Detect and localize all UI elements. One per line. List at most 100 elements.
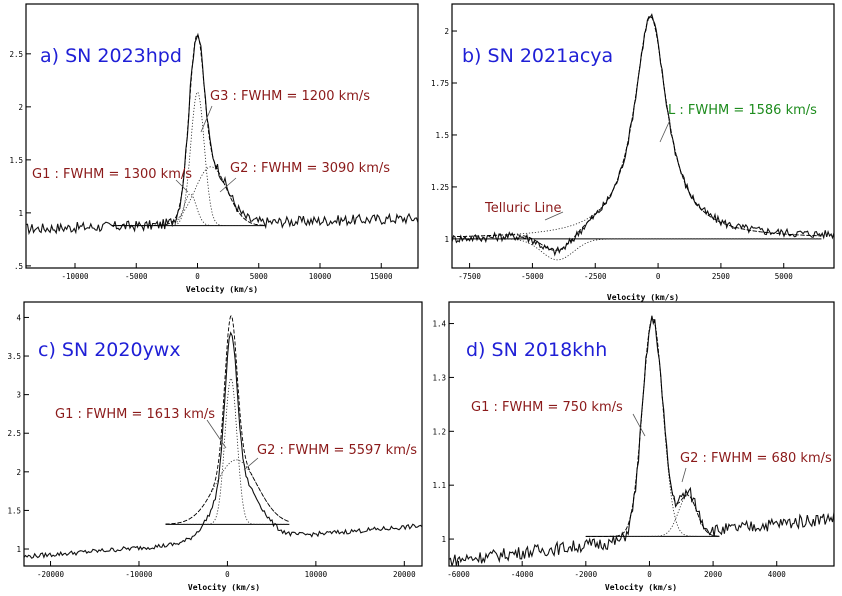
panel-a-curves xyxy=(25,32,419,236)
panel-c-g2-label: G2 : FWHM = 5597 km/s xyxy=(257,443,417,458)
xtick-label: -20000 xyxy=(37,570,65,579)
panel-a-leaders xyxy=(175,105,237,193)
ytick-label: 3 xyxy=(16,391,21,400)
ytick-label: .5 xyxy=(14,262,23,271)
ytick-label: 1.75 xyxy=(431,79,449,88)
panel-b-yticks: 1 1.25 1.5 1.75 2 xyxy=(431,27,457,244)
ytick-label: 1 xyxy=(16,545,21,554)
xtick-label: 0 xyxy=(647,570,652,579)
ytick-label: 2.5 xyxy=(7,429,21,438)
fit-component-g3 xyxy=(111,193,265,226)
xtick-label: 0 xyxy=(225,570,230,579)
panel-c-frame xyxy=(23,301,423,567)
panel-a-xticks: -10000 -5000 0 5000 10000 15000 xyxy=(61,263,393,281)
xtick-label: 5000 xyxy=(775,272,794,281)
panel-c: 1 1.5 2 2.5 3 3.5 4 -20000 -10000 0 10000 20000 c)… xyxy=(7,301,423,592)
panel-d-leaders xyxy=(632,413,687,483)
annotation-leader xyxy=(200,105,213,133)
xtick-label: 15000 xyxy=(370,272,393,281)
xtick-label: 0 xyxy=(195,272,200,281)
ytick-label: 1.1 xyxy=(432,481,446,490)
panel-a: .5 1 1.5 2 2.5 -10000 -5000 0 5000 10000 15000 a)… xyxy=(9,3,419,294)
panel-d: 1 1.1 1.2 1.3 1.4 -6000 -4000 -2000 0 2000 4000 d… xyxy=(432,301,835,592)
ytick-label: 1.4 xyxy=(432,320,446,329)
fit-component-g2 xyxy=(165,459,290,525)
panel-c-leaders xyxy=(206,419,259,471)
xtick-label: -10000 xyxy=(61,272,89,281)
panel-b-title: b) SN 2021acya xyxy=(462,45,613,67)
annotation-leader xyxy=(243,457,259,471)
ytick-label: 3.5 xyxy=(7,352,21,361)
xtick-label: -5000 xyxy=(125,272,148,281)
panel-a-g3-label: G3 : FWHM = 1200 km/s xyxy=(210,89,370,104)
ytick-label: 2 xyxy=(18,103,23,112)
fit-component-g1 xyxy=(111,91,265,226)
panel-a-g2-label: G2 : FWHM = 3090 km/s xyxy=(230,161,390,176)
ytick-label: 2.5 xyxy=(9,50,23,59)
ytick-label: 1.5 xyxy=(9,156,23,165)
ytick-label: 1 xyxy=(441,535,446,544)
panel-b-frame xyxy=(451,3,835,269)
panel-b-xticks: -7500 -5000 -2500 0 2500 5000 xyxy=(458,263,793,281)
panel-b-curves xyxy=(451,13,835,261)
annotation-leader xyxy=(219,177,237,193)
annotation-leader xyxy=(544,211,564,221)
xtick-label: -2500 xyxy=(584,272,607,281)
panel-d-xlabel: Velocity (km/s) xyxy=(605,582,677,592)
ytick-label: 1.5 xyxy=(435,131,449,140)
fit-component-g1 xyxy=(165,378,290,525)
xtick-label: 10000 xyxy=(305,570,328,579)
panel-a-g1-label: G1 : FWHM = 1300 km/s xyxy=(32,167,192,182)
panel-c-yticks: 1 1.5 2 2.5 3 3.5 4 xyxy=(7,313,29,554)
annotation-leader xyxy=(632,413,646,437)
xtick-label: -10000 xyxy=(125,570,153,579)
ytick-label: 1.25 xyxy=(431,183,449,192)
ytick-label: 1.5 xyxy=(7,506,21,515)
annotation-leader xyxy=(206,419,227,449)
panel-d-frame xyxy=(448,301,835,567)
panel-d-g1-label: G1 : FWHM = 750 km/s xyxy=(471,400,623,415)
panel-b-leaders xyxy=(544,119,671,221)
ytick-label: 2 xyxy=(444,27,449,36)
panel-d-yticks: 1 1.1 1.2 1.3 1.4 xyxy=(432,320,454,544)
total-fit xyxy=(456,16,822,251)
observed-spectrum xyxy=(23,331,423,559)
xtick-label: 0 xyxy=(656,272,661,281)
panel-a-title: a) SN 2023hpd xyxy=(40,45,182,67)
panel-b-telluric-label: Telluric Line xyxy=(484,201,562,216)
total-fit xyxy=(111,34,265,227)
xtick-label: 4000 xyxy=(768,570,787,579)
xtick-label: 20000 xyxy=(393,570,416,579)
ytick-label: 1 xyxy=(444,235,449,244)
panel-b-xlabel: Velocity (km/s) xyxy=(607,292,679,302)
fit-component-g2 xyxy=(585,495,720,537)
xtick-label: -4000 xyxy=(511,570,534,579)
annotation-leader xyxy=(175,179,189,193)
xtick-label: 10000 xyxy=(309,272,332,281)
observed-spectrum xyxy=(25,32,419,236)
panel-c-title: c) SN 2020ywx xyxy=(38,339,181,361)
panel-c-g1-label: G1 : FWHM = 1613 km/s xyxy=(55,407,215,422)
panel-d-xticks: -6000 -4000 -2000 0 2000 4000 xyxy=(447,561,786,579)
panel-b: 1 1.25 1.5 1.75 2 -7500 -5000 -2500 0 2500 5000 b… xyxy=(431,3,835,302)
xtick-label: 2500 xyxy=(712,272,731,281)
panel-d-g2-label: G2 : FWHM = 680 km/s xyxy=(680,451,832,466)
ytick-label: 1 xyxy=(18,209,23,218)
total-fit xyxy=(165,315,290,525)
panel-d-title: d) SN 2018khh xyxy=(466,339,607,361)
xtick-label: -6000 xyxy=(447,570,470,579)
annotation-leader xyxy=(659,119,671,143)
ytick-label: 2 xyxy=(16,468,21,477)
panel-c-xlabel: Velocity (km/s) xyxy=(188,582,260,592)
panel-d-curves xyxy=(448,315,835,567)
xtick-label: -2000 xyxy=(575,570,598,579)
ytick-label: 4 xyxy=(16,313,21,322)
panel-a-frame xyxy=(25,3,419,269)
panel-a-xlabel: Velocity (km/s) xyxy=(186,284,258,294)
panel-c-curves xyxy=(23,315,423,559)
fit-component-telluric xyxy=(457,238,822,261)
xtick-label: 2000 xyxy=(704,570,723,579)
xtick-label: -7500 xyxy=(458,272,481,281)
annotation-leader xyxy=(681,467,687,483)
